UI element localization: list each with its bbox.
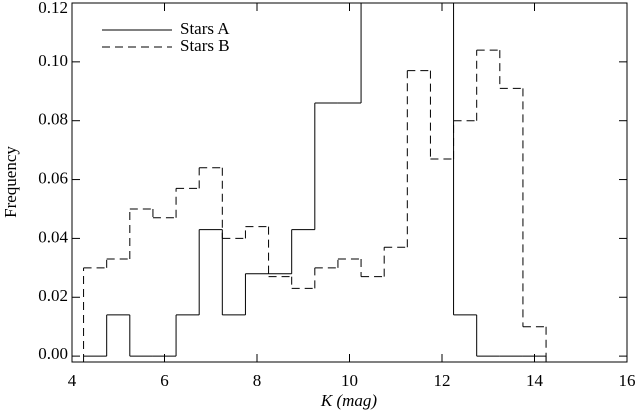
x-axis-label: K (mag): [320, 391, 378, 410]
y-axis-label: Frequency: [1, 146, 20, 218]
y-tick-label: 0.06: [38, 168, 68, 187]
x-tick-label: 12: [434, 371, 451, 390]
x-tick-label: 14: [526, 371, 544, 390]
y-tick-label: 0.04: [38, 227, 68, 246]
plot-frame: [71, 2, 628, 363]
x-tick-label: 8: [253, 371, 262, 390]
x-tick-label: 16: [619, 371, 636, 390]
plot-area: [83, 3, 547, 362]
y-tick-label: 0.10: [38, 51, 68, 70]
x-tick-label: 6: [160, 371, 169, 390]
legend-label: Stars B: [180, 36, 230, 55]
y-tick-label: 0.08: [38, 110, 68, 129]
legend-label: Stars A: [180, 19, 230, 38]
x-tick-label: 4: [68, 371, 77, 390]
x-tick-label: 10: [341, 371, 358, 390]
y-tick-label: 0.12: [38, 0, 68, 17]
y-tick-label: 0.00: [38, 344, 68, 363]
y-tick-label: 0.02: [38, 286, 68, 305]
